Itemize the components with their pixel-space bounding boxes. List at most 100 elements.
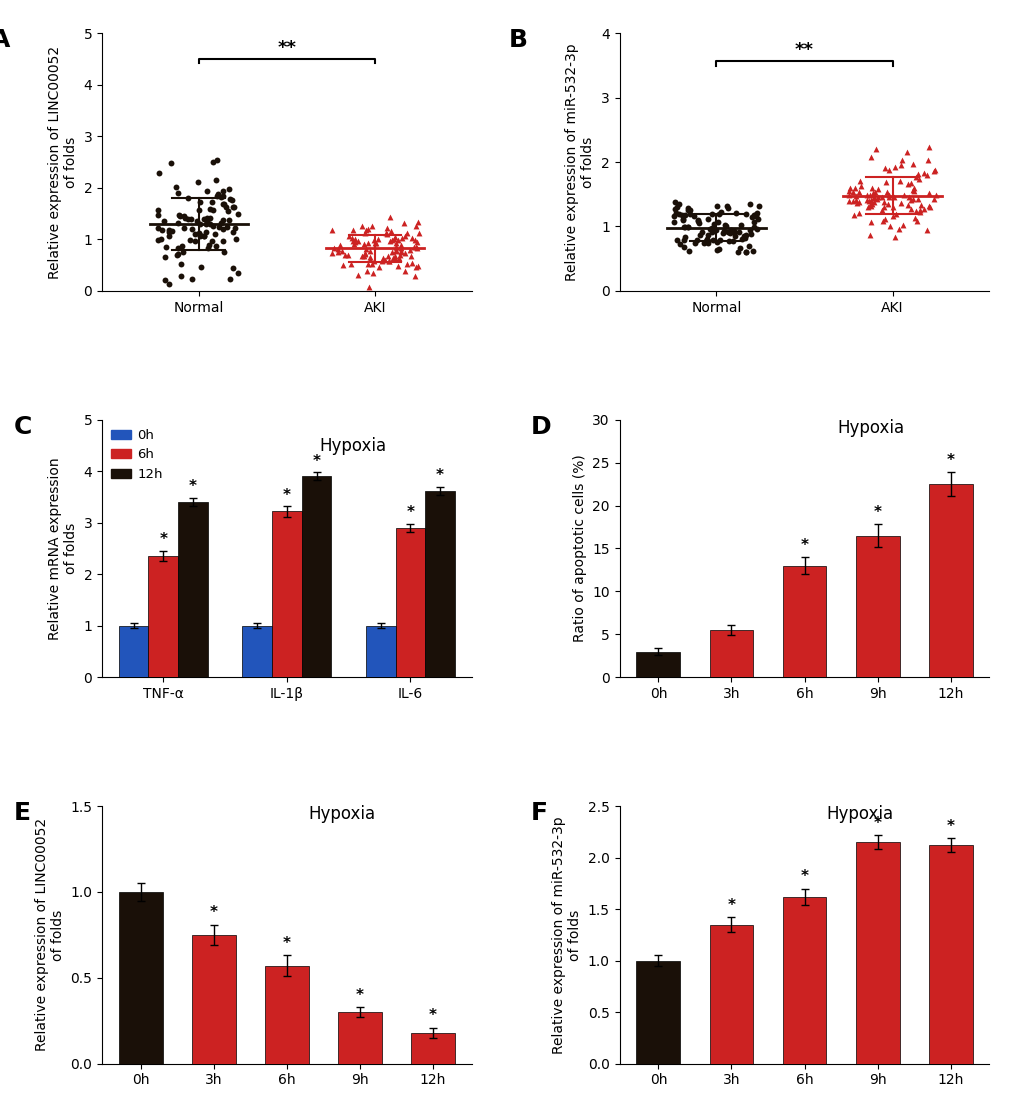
Point (192, 227, 208, 245)
Point (403, 229, 419, 247)
Point (698, 230, 714, 248)
Point (182, 209, 199, 227)
Point (393, 229, 410, 247)
Point (740, 237, 756, 255)
Y-axis label: Relative expression of LINC00052
of folds: Relative expression of LINC00052 of fold… (48, 45, 77, 278)
Point (225, 224, 242, 242)
Point (847, 187, 863, 205)
Point (744, 243, 760, 260)
Point (725, 232, 741, 249)
Point (177, 209, 194, 227)
Point (389, 230, 406, 248)
Point (703, 222, 719, 239)
Point (862, 197, 878, 215)
Point (340, 227, 357, 245)
Point (225, 198, 242, 216)
Point (323, 244, 339, 261)
Point (191, 202, 207, 219)
Point (703, 205, 719, 223)
Point (229, 205, 246, 223)
Point (727, 205, 743, 223)
Point (362, 243, 378, 260)
Point (674, 211, 690, 228)
Point (708, 197, 725, 215)
Point (921, 198, 937, 216)
Point (716, 216, 733, 234)
Text: D: D (530, 414, 551, 439)
Point (196, 227, 212, 245)
Point (844, 183, 860, 201)
Point (407, 267, 423, 285)
Point (359, 220, 375, 238)
Point (865, 194, 881, 212)
Point (869, 188, 886, 206)
Text: C: C (13, 414, 32, 439)
Text: *: * (189, 480, 197, 494)
Point (208, 152, 224, 170)
Point (382, 223, 398, 240)
Point (747, 207, 763, 225)
Point (172, 256, 189, 274)
Point (863, 195, 879, 213)
Point (861, 226, 877, 244)
Point (213, 214, 229, 232)
Point (398, 255, 415, 273)
Point (677, 228, 693, 246)
Point (386, 229, 403, 247)
Point (749, 211, 765, 228)
Point (719, 199, 736, 217)
Text: *: * (800, 537, 808, 553)
Point (697, 233, 713, 250)
Point (150, 219, 166, 237)
Point (369, 229, 385, 247)
Point (713, 225, 730, 243)
Point (840, 186, 856, 204)
Point (699, 234, 715, 252)
Point (179, 211, 196, 228)
Point (711, 232, 728, 249)
Point (386, 228, 403, 246)
Point (381, 208, 397, 226)
Point (703, 224, 719, 242)
Point (356, 224, 372, 242)
Point (392, 244, 409, 261)
Point (745, 218, 761, 236)
Point (850, 184, 866, 202)
Point (170, 206, 186, 224)
Point (875, 198, 892, 216)
Point (717, 217, 734, 235)
Text: *: * (159, 533, 167, 547)
Point (220, 181, 236, 198)
Point (899, 175, 915, 193)
Point (387, 249, 404, 267)
Point (150, 232, 166, 249)
Point (901, 188, 917, 206)
Point (381, 253, 397, 270)
Text: A: A (0, 28, 10, 52)
Point (354, 247, 370, 265)
Point (733, 230, 749, 248)
Point (215, 244, 231, 261)
Point (692, 226, 708, 244)
Point (902, 174, 918, 192)
Point (898, 143, 914, 161)
Point (403, 247, 419, 265)
Point (365, 232, 381, 249)
Point (410, 224, 426, 242)
Point (907, 202, 923, 219)
Point (880, 217, 897, 235)
Point (677, 218, 693, 236)
Point (354, 217, 370, 235)
Point (719, 224, 736, 242)
Point (401, 240, 418, 258)
Point (919, 151, 935, 168)
Point (361, 248, 377, 266)
Point (216, 195, 232, 213)
Bar (636, 652, 680, 677)
Point (205, 153, 221, 171)
Point (205, 201, 221, 218)
Point (153, 230, 169, 248)
Bar (395, 527, 425, 677)
Bar (636, 961, 680, 1064)
Point (911, 201, 927, 218)
